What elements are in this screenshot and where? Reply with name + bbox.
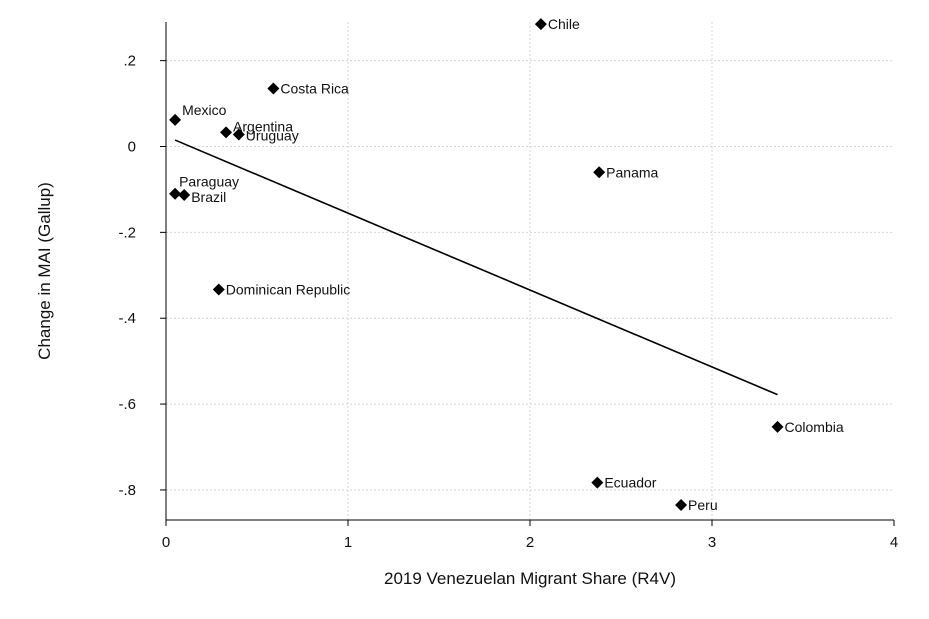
x-tick-label: 1 [344,534,352,551]
diamond-marker [169,113,182,126]
y-tick-label: -.2 [118,224,136,241]
data-point-argentina: Argentina [220,118,293,139]
diamond-marker [591,476,604,489]
diamond-marker [267,82,280,95]
data-point-peru: Peru [675,497,718,513]
y-axis-ticks: .2 0 -.2 -.4 -.6 -.8 [118,53,166,499]
diamond-marker [593,166,606,179]
data-point-chile: Chile [534,16,580,32]
point-label: Argentina [233,118,293,134]
data-point-brazil: Brazil [178,189,226,205]
point-label: Chile [548,16,580,32]
y-tick-label: -.8 [118,482,136,499]
x-axis-title: 2019 Venezuelan Migrant Share (R4V) [384,569,676,588]
point-label: Panama [606,164,658,180]
diamond-marker [675,498,688,511]
point-label: Dominican Republic [226,281,351,297]
point-label: Colombia [785,419,844,435]
data-point-paraguay: Paraguay [169,174,239,200]
point-label: Brazil [191,189,226,205]
x-tick-label: 2 [526,534,534,551]
data-point-panama: Panama [593,164,659,180]
diamond-marker [178,189,191,202]
data-point-ecuador: Ecuador [591,475,657,491]
x-tick-label: 0 [162,534,170,551]
y-tick-label: -.4 [118,310,136,327]
point-label: Ecuador [604,475,656,491]
grid [166,22,894,520]
y-axis-title: Change in MAI (Gallup) [35,182,54,360]
diamond-marker [534,18,547,31]
diamond-marker [169,187,182,200]
point-label: Paraguay [179,174,239,190]
x-axis-ticks: 0 1 2 3 4 [162,520,898,551]
y-tick-label: 0 [128,139,136,156]
fit-line [174,139,778,396]
point-label: Peru [688,497,718,513]
diamond-marker [220,126,233,139]
data-point-costa-rica: Costa Rica [267,81,349,97]
y-tick-label: .2 [123,53,136,70]
x-tick-label: 3 [708,534,716,551]
x-tick-label: 4 [890,534,898,551]
diamond-marker [212,283,225,296]
diamond-marker [232,128,245,141]
data-point-dominican-republic: Dominican Republic [212,281,351,297]
data-point-colombia: Colombia [771,419,844,435]
point-label: Costa Rica [280,81,349,97]
data-point-uruguay: Uruguay [232,127,299,143]
diamond-marker [771,420,784,433]
y-tick-label: -.6 [118,396,136,413]
data-point-mexico: Mexico [169,102,227,126]
point-label: Uruguay [246,127,299,143]
point-label: Mexico [182,102,227,118]
